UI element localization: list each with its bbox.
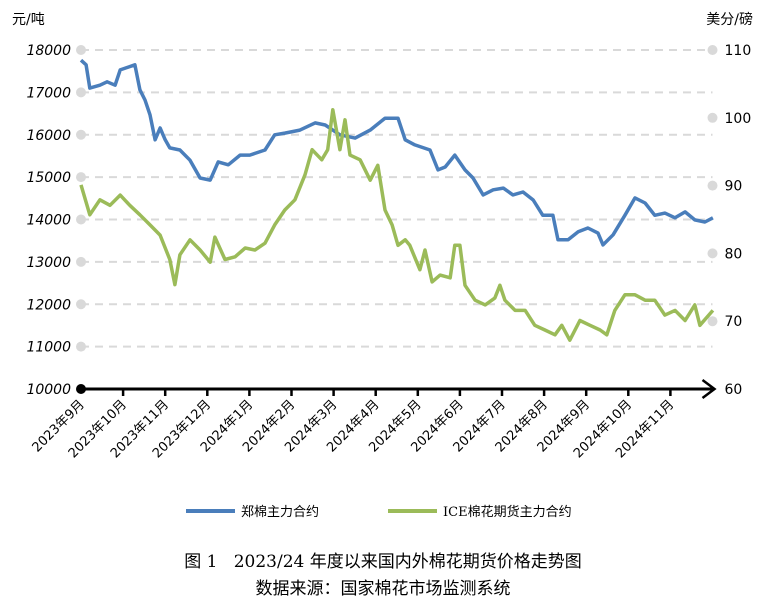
- left-tick-label: 17000: [26, 85, 71, 101]
- right-tick-label: 110: [725, 43, 752, 59]
- right-grid-dot: [707, 248, 718, 259]
- right-grid-dot: [707, 45, 718, 55]
- left-grid-dot: [76, 87, 86, 98]
- x-axis-origin-dot: [76, 384, 86, 394]
- right-tick-label: 70: [725, 314, 743, 330]
- right-tick-label: 80: [725, 246, 743, 262]
- left-tick-label: 18000: [26, 43, 71, 59]
- left-axis-unit: 元/吨: [12, 12, 45, 28]
- legend-label-ice: ICE棉花期货主力合约: [443, 504, 572, 520]
- series-line-zhengmian: [79, 58, 714, 247]
- series-lines: [79, 58, 715, 342]
- x-axis-arrow-icon: [701, 379, 717, 399]
- left-tick-label: 14000: [26, 213, 71, 229]
- left-grid-dot: [76, 299, 86, 310]
- right-grid-dot: [707, 316, 718, 327]
- right-axis-unit: 美分/磅: [706, 11, 753, 28]
- axes: 10000 11000 12000 13000 14000 15000 16000 17000…: [26, 43, 751, 461]
- left-grid-dot: [76, 129, 86, 140]
- gridlines: [76, 45, 718, 352]
- left-tick-label: 15000: [26, 170, 71, 186]
- right-grid-dot: [707, 112, 718, 123]
- right-tick-label: 90: [725, 179, 743, 195]
- left-tick-label: 13000: [26, 255, 71, 271]
- left-tick-label: 16000: [26, 128, 71, 144]
- left-grid-dot: [76, 256, 86, 267]
- right-tick-label: 100: [725, 111, 752, 127]
- left-grid-dot: [76, 341, 86, 352]
- figure-caption: 图 1 2023/24 年度以来国内外棉花期货价格走势图: [184, 552, 581, 572]
- left-tick-label: 12000: [26, 297, 71, 313]
- legend: 郑棉主力合约 ICE棉花期货主力合约: [186, 504, 572, 520]
- series-line-ice: [79, 107, 715, 342]
- left-tick-label: 10000: [26, 382, 71, 398]
- right-tick-label: 60: [725, 382, 743, 398]
- left-tick-label: 11000: [26, 340, 71, 356]
- left-grid-dot: [76, 214, 86, 225]
- left-grid-dot: [76, 172, 86, 183]
- legend-label-zhengmian: 郑棉主力合约: [241, 505, 319, 520]
- left-grid-dot: [76, 45, 86, 55]
- figure-source: 数据来源：国家棉花市场监测系统: [256, 579, 511, 599]
- right-grid-dot: [707, 180, 718, 191]
